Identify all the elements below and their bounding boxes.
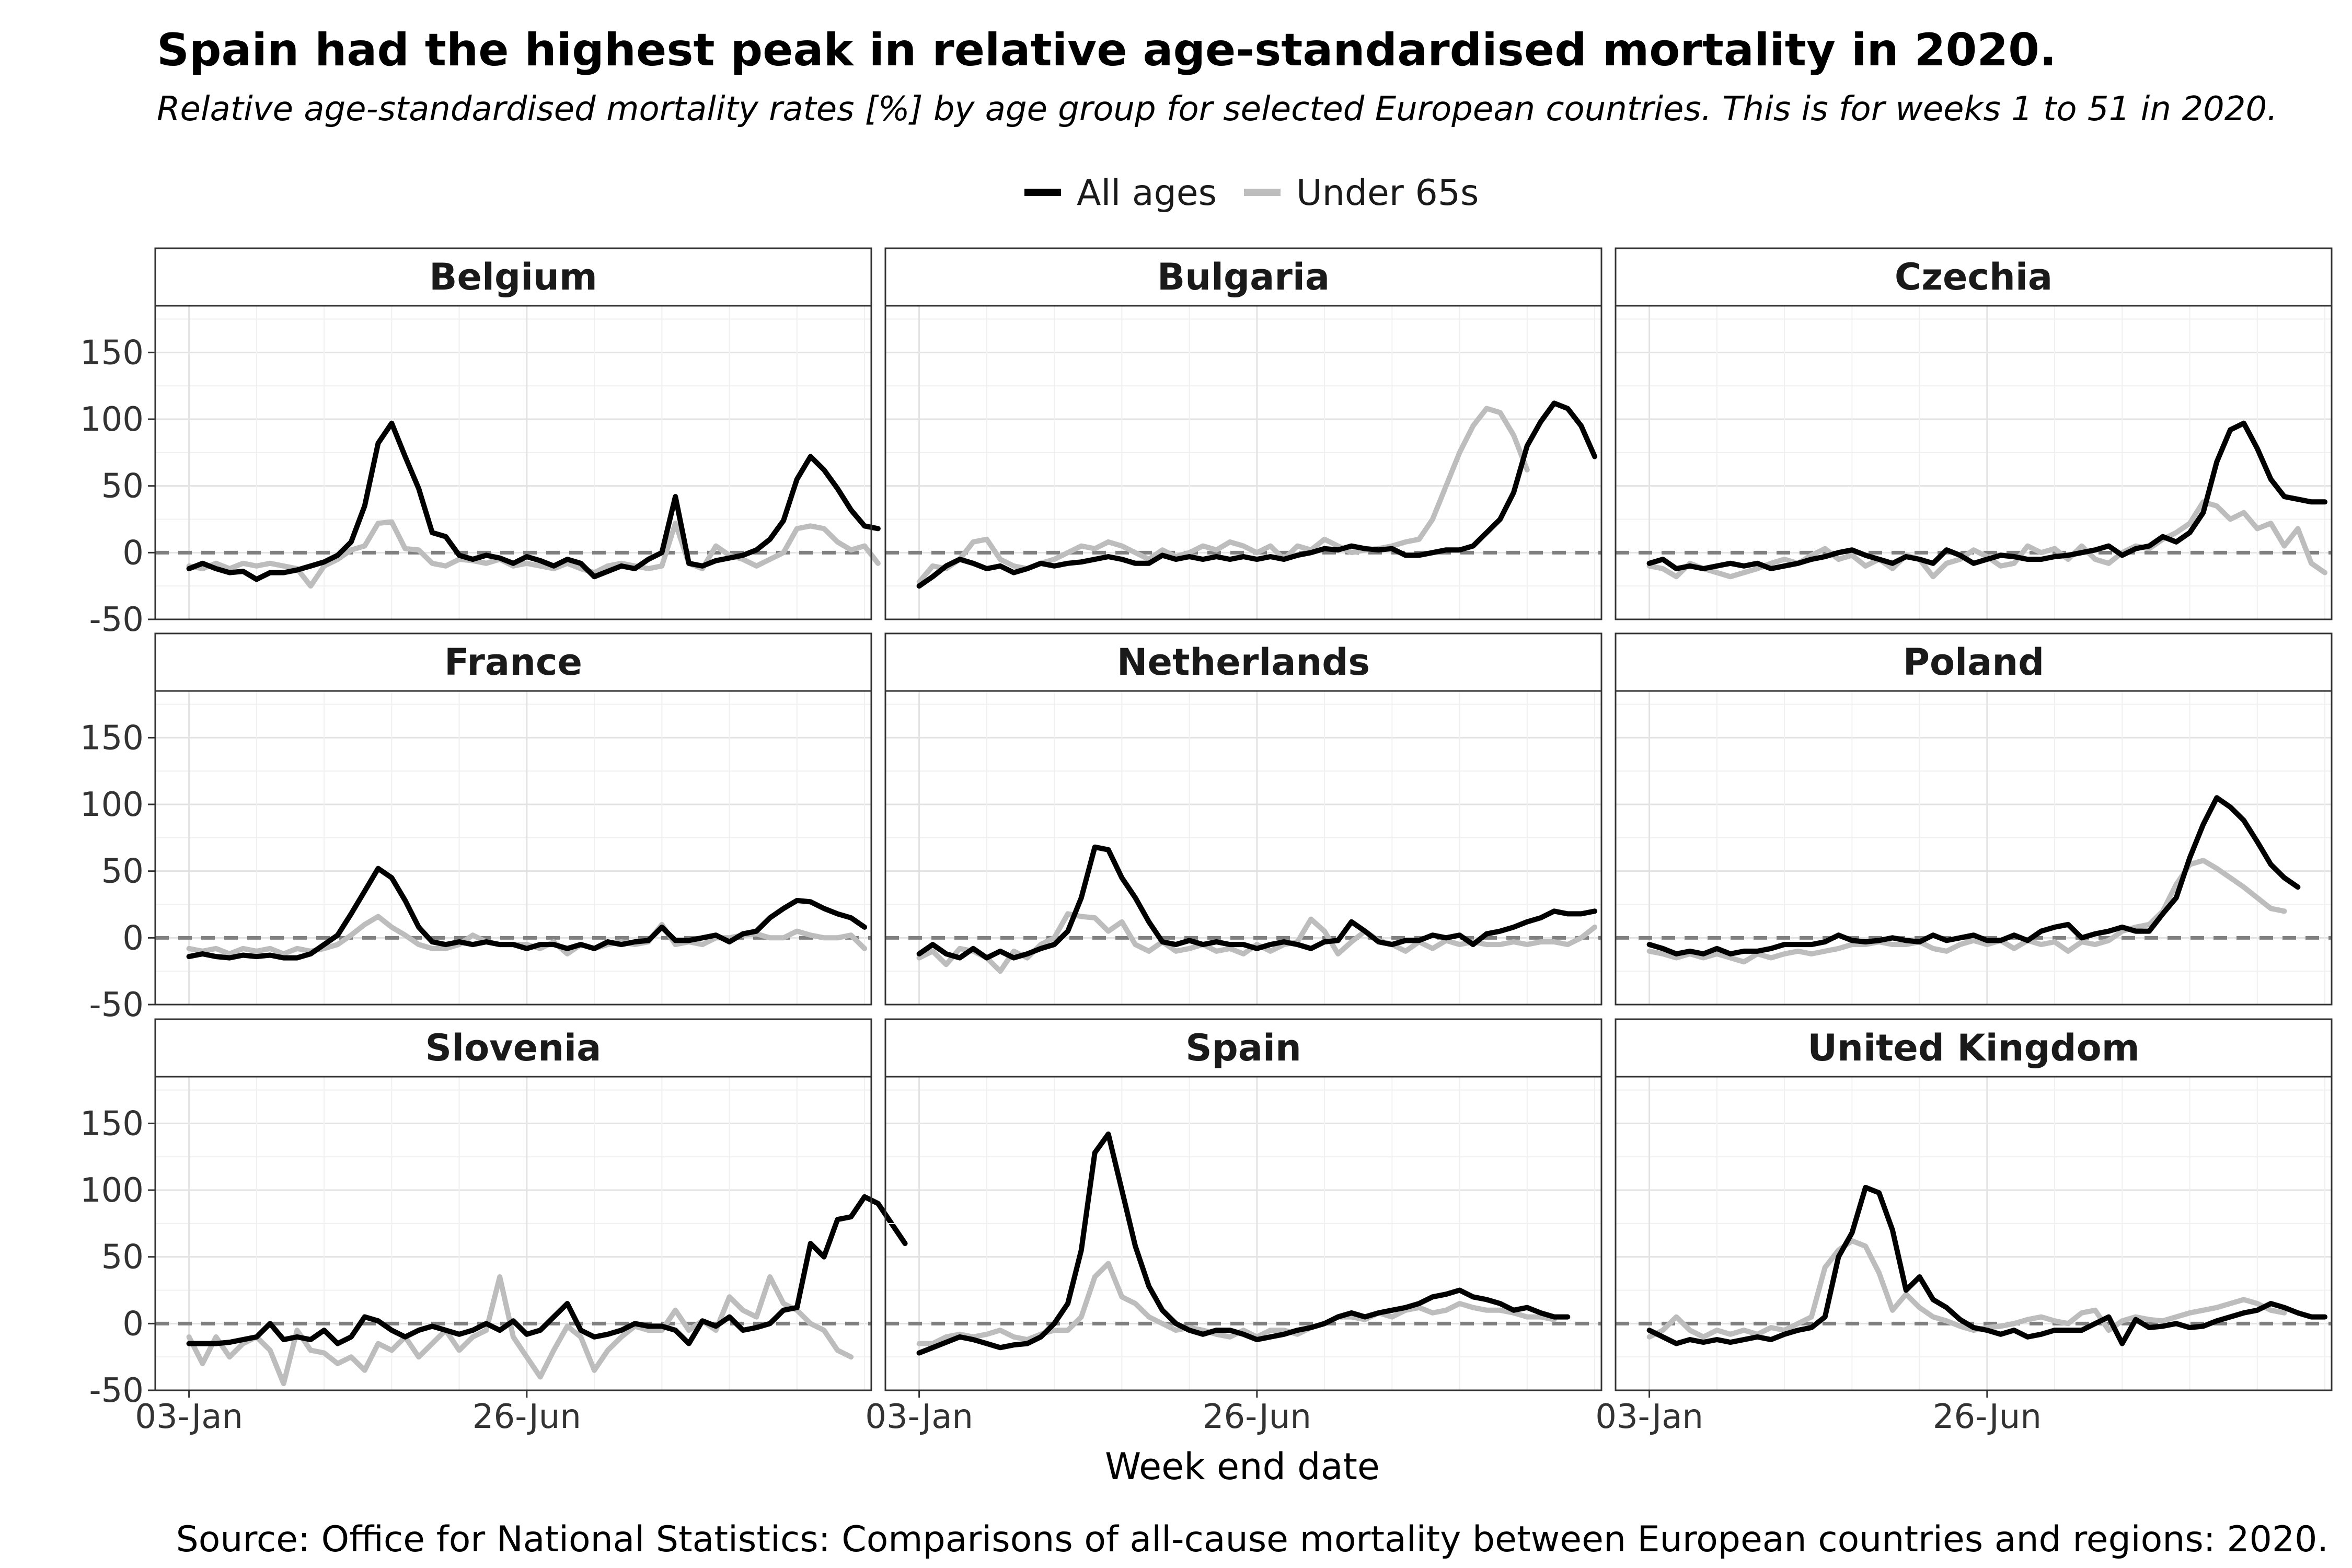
- y-tick-label: 100: [80, 400, 144, 439]
- series-line-all-ages: [916, 400, 1598, 589]
- y-tick-label: 0: [122, 534, 144, 572]
- panel-poland: Poland: [1615, 632, 2333, 1006]
- x-tick-label: 03-Jan: [1595, 1398, 1703, 1436]
- series-line-under-65s: [1646, 858, 2287, 965]
- facet-strip: [884, 247, 1602, 307]
- legend: All ages Under 65s: [1024, 172, 1479, 214]
- facet-strip: [1615, 247, 2333, 307]
- series-line-all-ages: [916, 844, 1598, 961]
- series-line-under-65s: [916, 406, 1530, 585]
- panel-border: [154, 305, 872, 620]
- facet-label: Netherlands: [1117, 641, 1370, 684]
- series-line-all-ages: [1646, 795, 2301, 956]
- x-tick-label: 03-Jan: [135, 1398, 243, 1436]
- panel-france: France -50 0 50 100 150: [80, 632, 872, 1024]
- panel-netherlands: Netherlands: [884, 632, 1602, 1006]
- series-line-all-ages: [916, 1131, 1571, 1356]
- panel-bulgaria: Bulgaria: [884, 247, 1602, 620]
- panel-slovenia: Slovenia -50 0 50 100 150 03-Jan 26-Jun: [80, 1018, 908, 1436]
- facet-strip: [1615, 1018, 2333, 1078]
- panel-border: [1615, 1076, 2333, 1391]
- y-tick-label: -50: [89, 986, 144, 1024]
- x-tick-label: 26-Jun: [1933, 1398, 2042, 1436]
- series-line-under-65s: [186, 1274, 854, 1387]
- y-tick-label: 0: [122, 1305, 144, 1343]
- y-tick-label: 0: [122, 919, 144, 958]
- panel-border: [154, 690, 872, 1006]
- panel-belgium: Belgium -50 0 50 100 150: [80, 247, 881, 639]
- panel-border: [1615, 305, 2333, 620]
- x-tick-label: 26-Jun: [1203, 1398, 1311, 1436]
- facet-strip: [1615, 632, 2333, 692]
- y-tick-label: 150: [80, 1104, 144, 1143]
- panel-border: [884, 1076, 1602, 1391]
- chart-caption: Source: Office for National Statistics: …: [176, 1519, 2328, 1560]
- panel-spain: Spain 03-Jan 26-Jun: [865, 1018, 1602, 1436]
- facet-label: Spain: [1185, 1027, 1301, 1069]
- chart-title: Spain had the highest peak in relative a…: [157, 24, 2057, 76]
- facet-label: United Kingdom: [1807, 1027, 2139, 1069]
- facet-panels: Belgium -50 0 50 100 150 Bulgaria Czechia France…: [80, 247, 2333, 1436]
- y-tick-label: -50: [89, 601, 144, 639]
- y-tick-label: -50: [89, 1371, 144, 1410]
- y-tick-label: 100: [80, 1171, 144, 1210]
- facet-label: France: [444, 641, 582, 684]
- facet-label: Poland: [1903, 641, 2045, 684]
- facet-label: Bulgaria: [1157, 256, 1330, 298]
- chart-subtitle: Relative age-standardised mortality rate…: [157, 90, 2278, 129]
- series-line-all-ages: [1646, 1184, 2328, 1346]
- x-axis-title: Week end date: [1105, 1445, 1380, 1488]
- series-line-under-65s: [1646, 1238, 2287, 1340]
- panel-border: [884, 305, 1602, 620]
- series-line-all-ages: [186, 420, 881, 582]
- facet-strip: [884, 632, 1602, 692]
- series-line-all-ages: [186, 866, 868, 961]
- facet-strip: [154, 1018, 872, 1078]
- series-line-all-ages: [1646, 420, 2328, 571]
- x-tick-label: 03-Jan: [865, 1398, 973, 1436]
- panel-united-kingdom: United Kingdom 03-Jan 26-Jun: [1595, 1018, 2333, 1436]
- series-line-all-ages: [186, 1194, 908, 1346]
- facet-label: Czechia: [1895, 256, 2053, 298]
- panel-border: [1615, 690, 2333, 1006]
- x-tick-label: 26-Jun: [472, 1398, 581, 1436]
- series-line-under-65s: [186, 519, 881, 589]
- panel-czechia: Czechia: [1615, 247, 2333, 620]
- legend-label-all-ages: All ages: [1077, 172, 1217, 214]
- facet-strip: [154, 632, 872, 692]
- panel-border: [884, 690, 1602, 1006]
- legend-label-under-65s: Under 65s: [1296, 172, 1479, 214]
- y-tick-label: 150: [80, 333, 144, 372]
- y-tick-label: 50: [101, 1238, 144, 1277]
- y-tick-label: 50: [101, 467, 144, 506]
- y-tick-label: 100: [80, 786, 144, 824]
- y-tick-label: 50: [101, 852, 144, 891]
- panel-border: [154, 1076, 872, 1391]
- y-tick-label: 150: [80, 719, 144, 757]
- facet-strip: [154, 247, 872, 307]
- facet-label: Slovenia: [425, 1027, 602, 1069]
- facet-label: Belgium: [429, 256, 597, 298]
